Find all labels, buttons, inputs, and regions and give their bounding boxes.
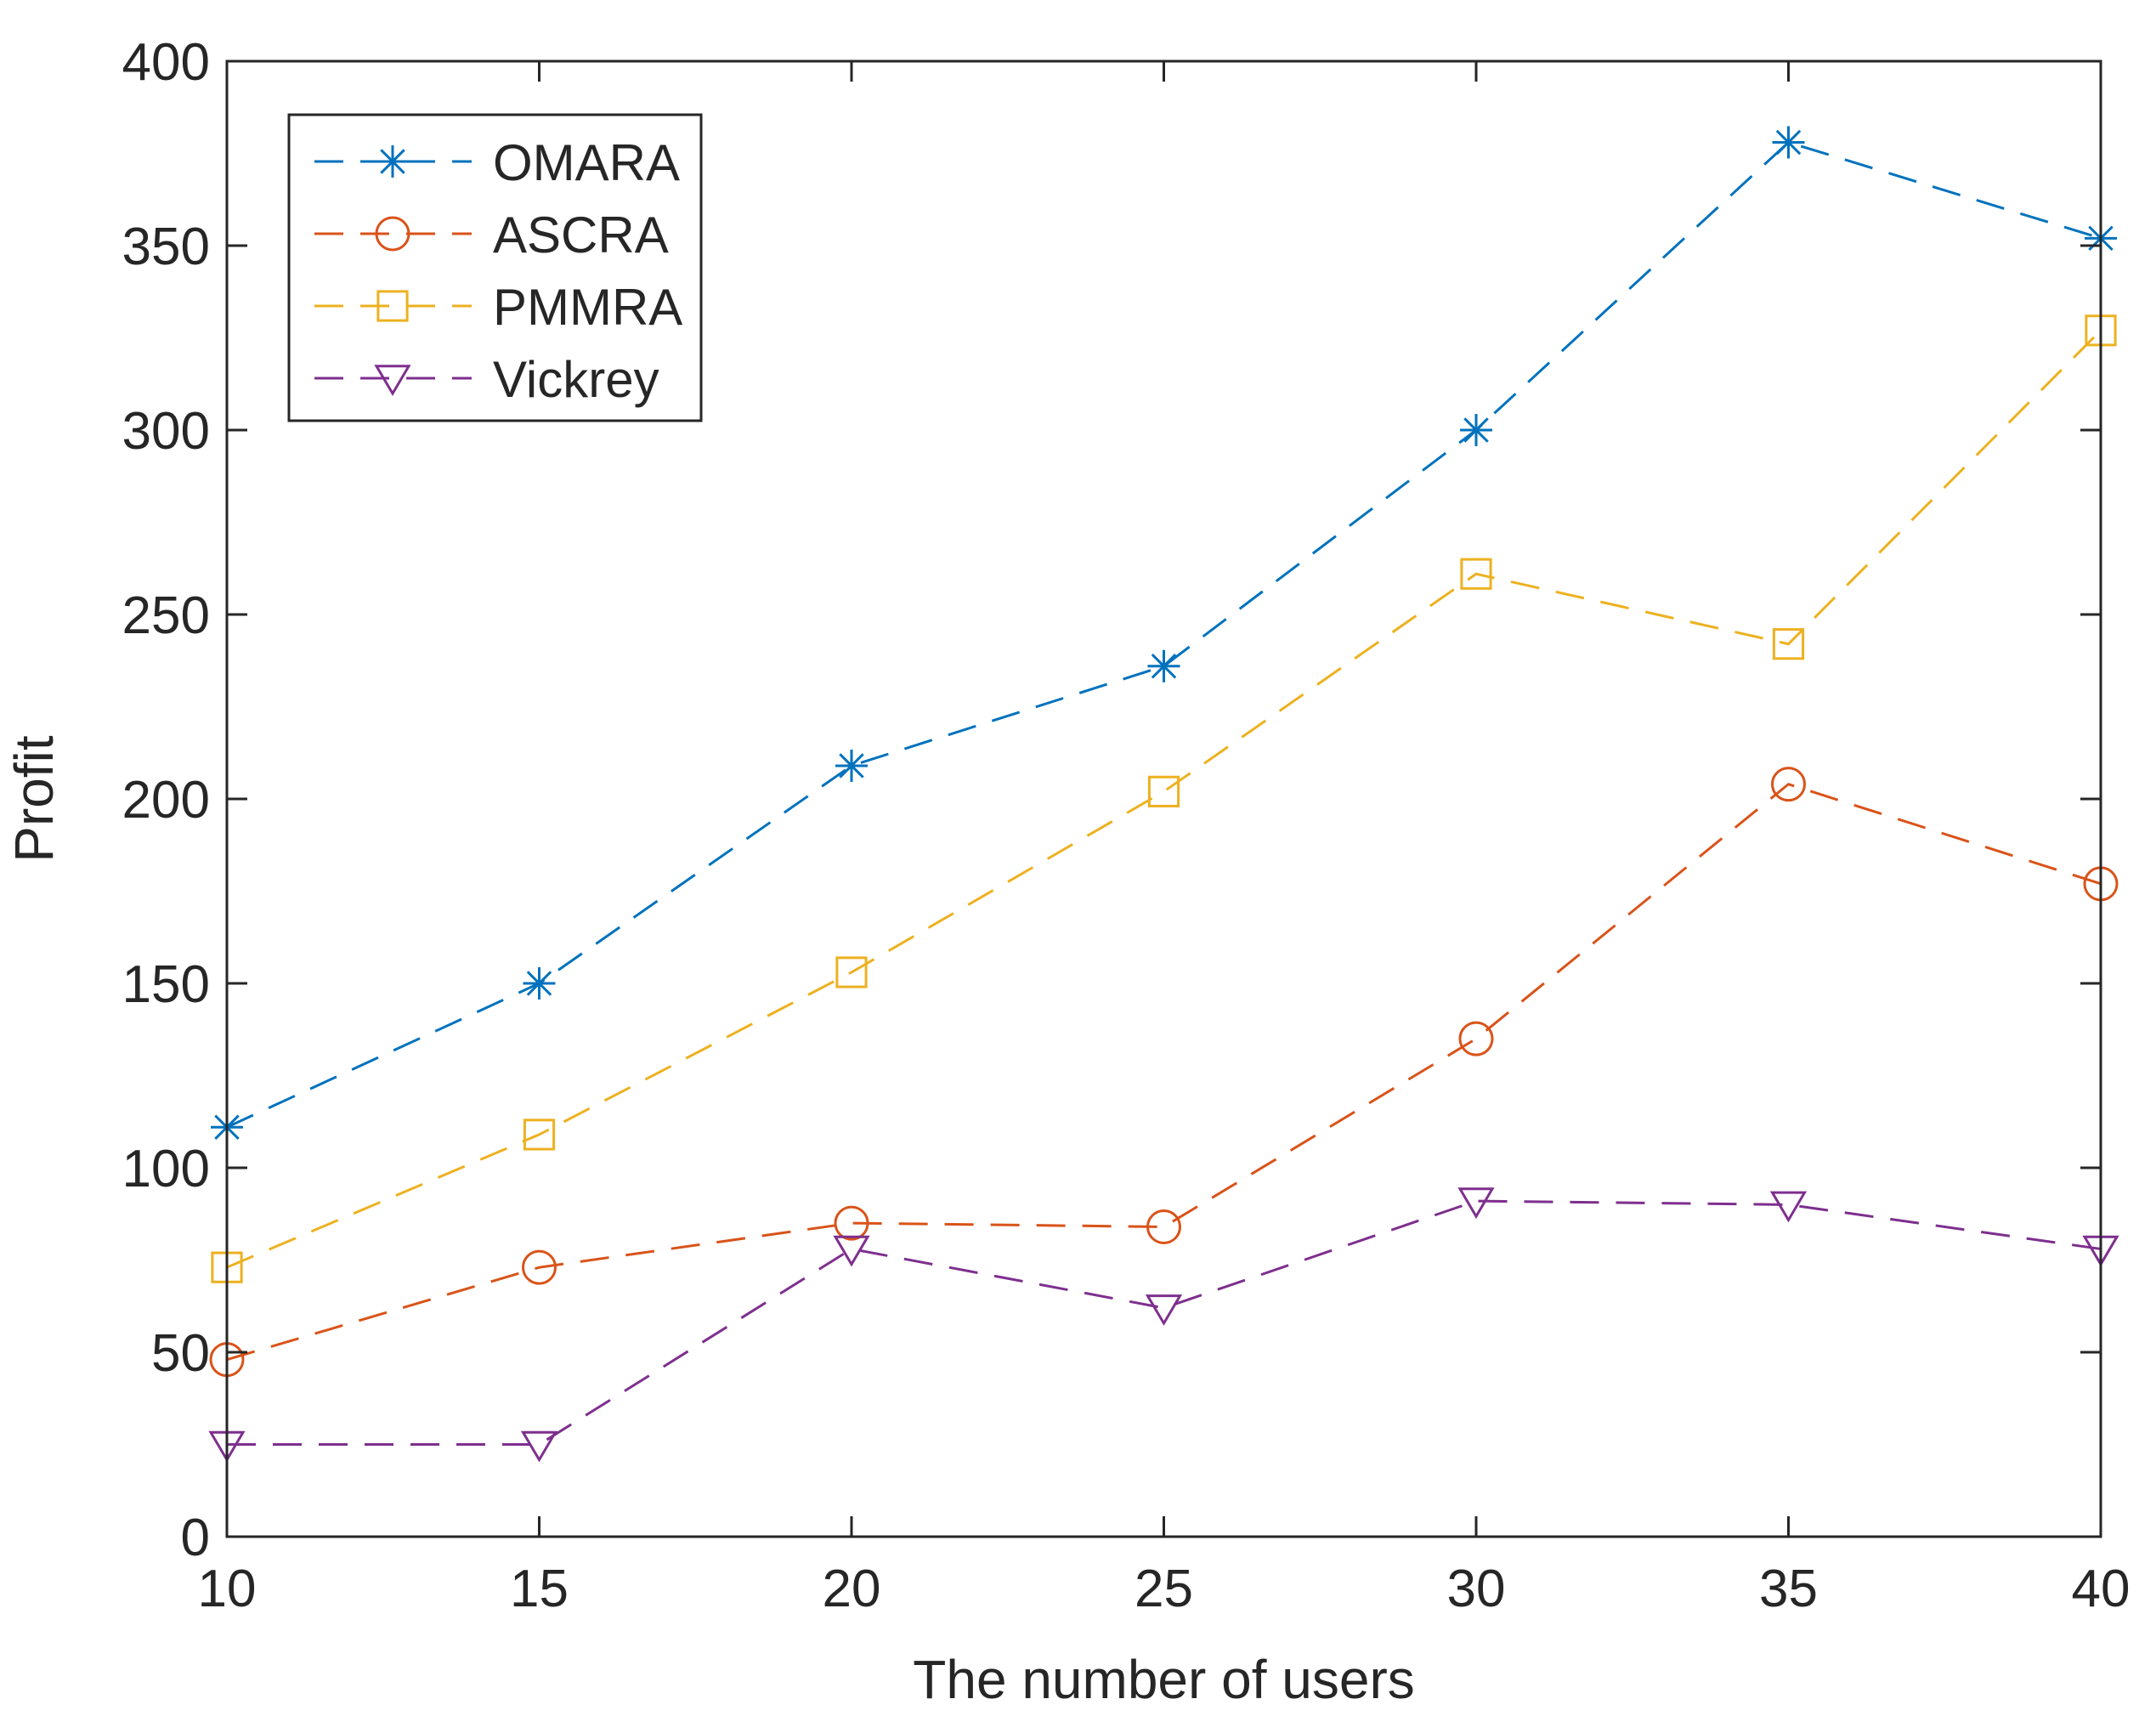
x-tick-label-1: 15	[510, 1560, 569, 1618]
point-omara-20	[835, 749, 868, 782]
legend-label-pmmra: PMMRA	[493, 279, 682, 336]
y-tick-label-3: 150	[122, 955, 210, 1014]
legend-entry-ascra: ASCRA	[314, 207, 669, 263]
point-ascra-15	[522, 1249, 557, 1285]
point-pmmra-30	[1460, 558, 1492, 590]
point-vickrey-30	[1457, 1187, 1495, 1220]
legend-entry-pmmra: PMMRA	[314, 279, 682, 336]
legend-label-omara: OMARA	[493, 134, 680, 191]
x-axis-label: The number of users	[913, 1649, 1415, 1710]
legend-marker-vickrey	[374, 365, 411, 397]
point-ascra-20	[834, 1205, 869, 1241]
legend-marker-pmmra	[376, 290, 409, 322]
legend-marker-omara	[376, 145, 409, 178]
x-tick-label-2: 20	[823, 1560, 881, 1618]
legend-marker-ascra	[375, 216, 410, 252]
x-tick-label-6: 40	[2072, 1560, 2131, 1618]
plot-layer	[208, 126, 2119, 1463]
y-tick-label-6: 300	[122, 402, 210, 461]
point-vickrey-35	[1769, 1191, 1808, 1223]
point-pmmra-25	[1147, 775, 1180, 807]
x-tick-label-4: 30	[1447, 1560, 1506, 1618]
point-pmmra-20	[835, 956, 868, 988]
series-line-pmmra	[226, 329, 2102, 1269]
y-axis-label: Profit	[3, 735, 65, 863]
y-tick-label-8: 400	[122, 33, 210, 92]
point-omara-15	[523, 967, 556, 1000]
y-tick-label-4: 200	[122, 771, 210, 830]
point-ascra-25	[1146, 1209, 1181, 1244]
legend-label-vickrey: Vickrey	[493, 351, 659, 408]
point-vickrey-20	[833, 1235, 870, 1267]
x-tick-label-0: 10	[198, 1560, 257, 1618]
point-vickrey-15	[520, 1430, 558, 1463]
point-pmmra-35	[1772, 628, 1805, 660]
point-ascra-35	[1771, 767, 1806, 802]
point-omara-30	[1460, 414, 1492, 446]
legend: OMARA ASCRA PMMRA Vickrey	[287, 113, 703, 422]
series-line-ascra	[226, 782, 2102, 1362]
point-pmmra-15	[523, 1119, 556, 1151]
y-tick-label-2: 100	[122, 1140, 210, 1198]
y-tick-label-7: 350	[122, 218, 210, 276]
point-omara-35	[1772, 126, 1805, 159]
y-tick-label-1: 50	[151, 1324, 210, 1383]
legend-entry-omara: OMARA	[314, 134, 680, 191]
x-tick-label-5: 35	[1759, 1560, 1818, 1618]
legend-label-ascra: ASCRA	[493, 207, 669, 263]
point-omara-25	[1147, 649, 1180, 682]
legend-entry-vickrey: Vickrey	[314, 351, 659, 408]
x-tick-label-3: 25	[1135, 1560, 1193, 1618]
point-ascra-30	[1458, 1021, 1494, 1056]
y-tick-label-0: 0	[181, 1509, 210, 1567]
point-vickrey-25	[1145, 1294, 1183, 1326]
y-tick-label-5: 250	[122, 586, 210, 645]
legend-box	[287, 113, 703, 422]
